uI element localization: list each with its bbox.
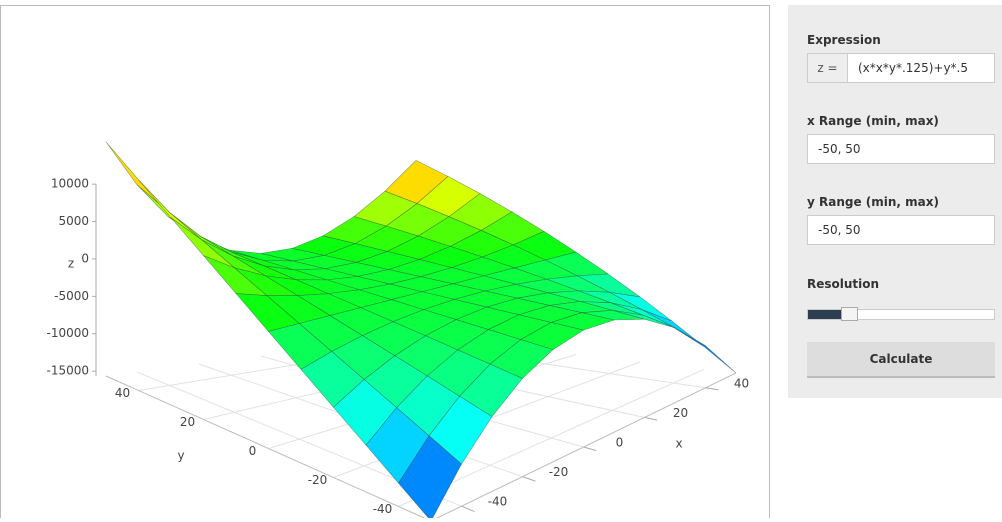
y-tick-label: 20 [180, 415, 195, 429]
x-axis-label: x [675, 437, 682, 451]
z-tick-label: -15000 [46, 364, 89, 378]
y-range-label: y Range (min, max) [807, 195, 939, 209]
plot-area: -40 -20 0 20 40 -40 -20 0 20 40 10000 5000 0 -5000 -10… [0, 5, 770, 522]
x-range-input[interactable]: -50, 50 [807, 134, 995, 164]
z-prefix: z = [807, 53, 848, 83]
x-tick [705, 387, 719, 391]
x-tick-label: 0 [616, 436, 624, 450]
slider-handle[interactable] [841, 307, 858, 321]
slider-fill [808, 310, 842, 319]
y-tick-label: -20 [308, 473, 328, 487]
surface-cell [673, 326, 737, 374]
surface-cell [170, 217, 235, 269]
x-tick-label: -40 [488, 495, 508, 509]
z-tick-label: 0 [81, 251, 89, 265]
surface-cell [105, 141, 170, 213]
z-axis-label: z [68, 257, 74, 271]
z-tick-label: -5000 [54, 289, 89, 303]
z-tick-label: 10000 [51, 177, 89, 191]
x-tick-label: -20 [549, 465, 569, 479]
y-tick-label: -40 [373, 502, 393, 516]
expression-input[interactable]: (x*x*y*.125)+y*.5 [847, 53, 995, 83]
x-tick [461, 505, 475, 513]
calculate-button[interactable]: Calculate [807, 342, 995, 378]
x-tick [644, 416, 658, 421]
resolution-label: Resolution [807, 277, 880, 291]
x-tick [583, 446, 597, 452]
surface-plot: -40 -20 0 20 40 -40 -20 0 20 40 10000 5000 0 -5000 -10… [46, 141, 749, 522]
expression-label: Expression [807, 33, 881, 47]
z-tick-label: -10000 [46, 326, 89, 340]
resolution-slider[interactable] [807, 307, 995, 321]
control-panel: Expression z = (x*x*y*.125)+y*.5 x Range… [788, 5, 1002, 398]
z-tick-label: 5000 [58, 214, 89, 228]
x-tick-label: 20 [673, 406, 688, 420]
x-range-label: x Range (min, max) [807, 114, 939, 128]
x-tick-label: 40 [734, 376, 749, 390]
y-tick-label: 40 [115, 386, 130, 400]
x-tick [522, 476, 536, 482]
y-axis-label: y [177, 449, 184, 463]
y-tick-label: 0 [249, 444, 257, 458]
y-range-input[interactable]: -50, 50 [807, 215, 995, 245]
surface-cell [398, 435, 462, 522]
